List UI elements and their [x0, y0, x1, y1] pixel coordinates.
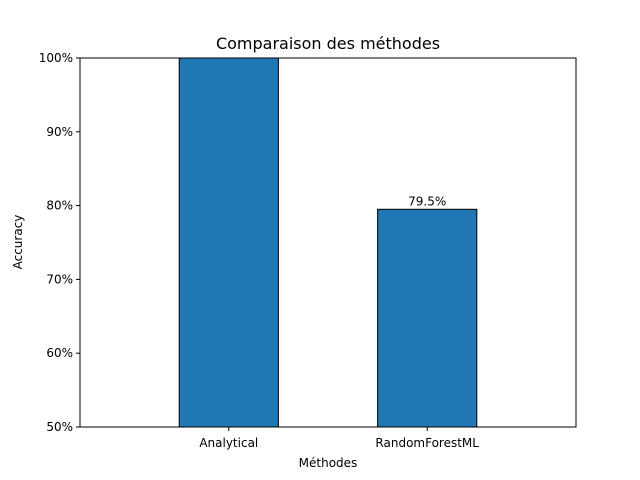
bar-analytical: [178, 57, 279, 428]
data-labels-group: 79.5%: [408, 194, 446, 208]
bar-randomforestml: [377, 208, 478, 428]
data-label-randomforestml: 79.5%: [408, 194, 446, 208]
chart-title: Comparaison des méthodes: [216, 34, 440, 53]
bars-group: [178, 57, 478, 428]
x-tick-label: Analytical: [199, 436, 258, 450]
x-tick-label: RandomForestML: [375, 436, 479, 450]
y-tick-label: 80%: [46, 199, 73, 213]
plot-frame: [79, 57, 577, 428]
x-axis: Analytical RandomForestML: [199, 427, 479, 450]
y-tick-label: 50%: [46, 420, 73, 434]
x-axis-label: Méthodes: [299, 456, 358, 470]
y-tick-label: 70%: [46, 272, 73, 286]
y-axis: 50% 60% 70% 80% 90% 100%: [39, 51, 80, 434]
y-tick-label: 90%: [46, 125, 73, 139]
y-axis-label: Accuracy: [11, 215, 25, 270]
y-tick-label: 60%: [46, 346, 73, 360]
y-tick-label: 100%: [39, 51, 73, 65]
